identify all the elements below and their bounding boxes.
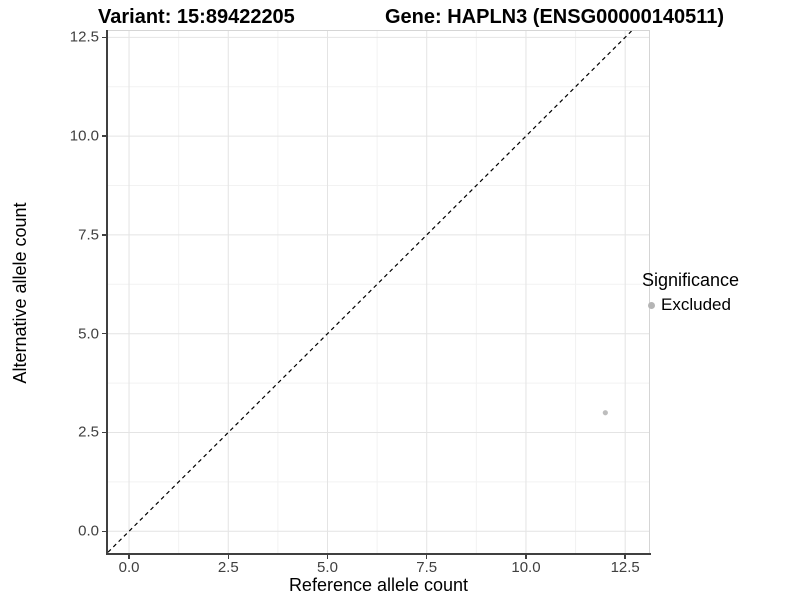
x-tick-label: 7.5: [416, 559, 438, 576]
legend-items: Excluded: [642, 295, 739, 315]
x-tick-mark: [425, 554, 428, 559]
x-tick-label: 5.0: [317, 559, 338, 576]
identity-reference-line: [108, 31, 632, 553]
y-tick-mark: [102, 431, 107, 434]
y-tick-label: 2.5: [78, 423, 99, 441]
x-tick-mark: [525, 554, 527, 559]
y-tick-label: 12.5: [69, 28, 99, 46]
y-axis-line: [106, 30, 108, 555]
x-tick-mark: [128, 554, 130, 559]
x-axis-title: Reference allele count: [288, 575, 469, 595]
plot-title-gene: Gene: HAPLN3 (ENSG00000140511): [385, 6, 725, 28]
y-tick-label: 7.5: [78, 226, 99, 244]
legend-item: Excluded: [642, 295, 739, 315]
x-axis-line: [106, 553, 651, 555]
legend-item-label: Excluded: [661, 295, 731, 314]
x-tick-label: 0.0: [118, 559, 140, 576]
plot-title-variant: Variant: 15:89422205: [98, 6, 295, 28]
y-tick-label: 5.0: [78, 325, 99, 343]
x-tick-label: 10.0: [511, 559, 541, 576]
data-point: [602, 410, 608, 416]
y-tick-mark: [102, 135, 107, 137]
legend-title: Significance: [642, 270, 740, 290]
x-tick-mark: [624, 554, 626, 559]
y-tick-mark: [102, 234, 107, 236]
plot-area: [108, 31, 649, 553]
legend: Significance Excluded: [642, 270, 739, 315]
y-tick-mark: [102, 36, 107, 39]
x-tick-label: 2.5: [217, 559, 239, 576]
x-tick-mark: [326, 554, 329, 559]
x-tick-mark: [227, 554, 230, 559]
y-axis-title: Alternative allele count: [10, 202, 30, 384]
x-tick-label: 12.5: [610, 559, 640, 576]
legend-point-icon: [648, 301, 655, 309]
y-tick-mark: [102, 530, 107, 533]
y-tick-mark: [102, 332, 107, 335]
plot-panel: [107, 30, 650, 554]
y-tick-label: 0.0: [78, 522, 99, 540]
y-tick-label: 10.0: [69, 127, 99, 145]
